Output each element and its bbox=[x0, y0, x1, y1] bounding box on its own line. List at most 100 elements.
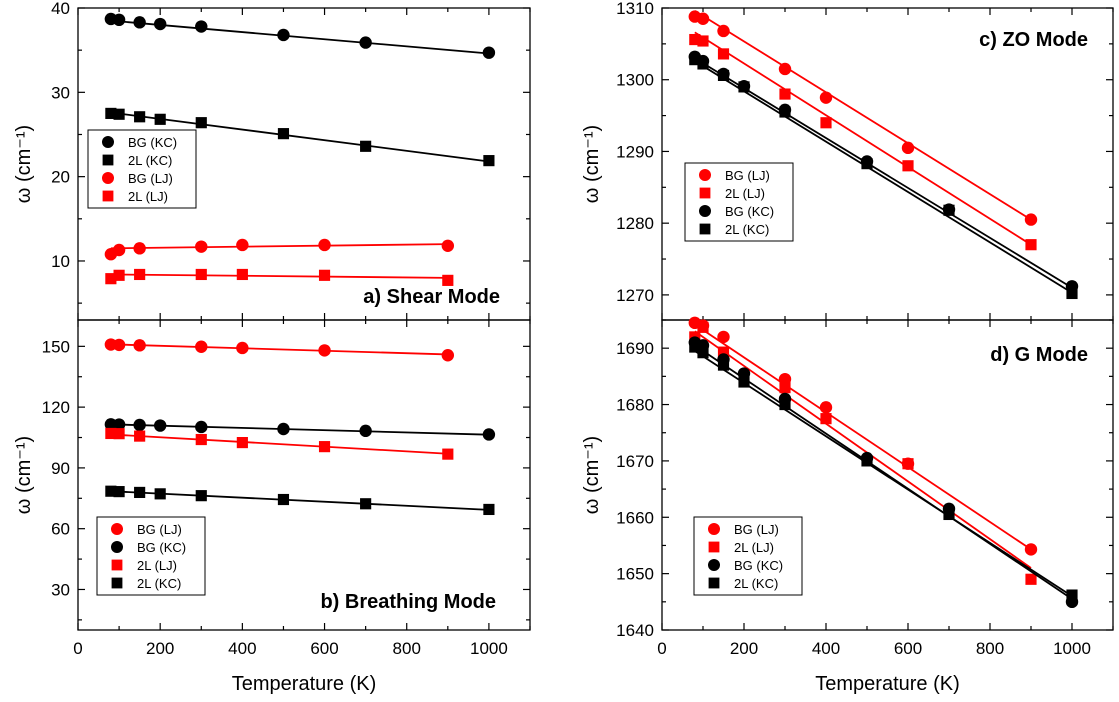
panel-d: 0 200 400 600 800 1000 1640 1650 1660 1670 1680 169… bbox=[581, 316, 1114, 695]
data-point bbox=[442, 448, 454, 460]
x-tick-label: 1000 bbox=[470, 639, 508, 658]
data-point bbox=[697, 321, 709, 333]
y-tick-label: 60 bbox=[51, 520, 70, 539]
data-point bbox=[1025, 239, 1037, 251]
legend-entry: BG (KC) bbox=[734, 558, 783, 573]
plot-frame bbox=[77, 319, 531, 631]
data-point bbox=[902, 458, 914, 470]
data-point bbox=[483, 503, 495, 516]
panel-title: a) Shear Mode bbox=[363, 286, 500, 308]
legend-marker bbox=[699, 169, 711, 181]
legend-marker bbox=[111, 541, 123, 553]
data-point bbox=[195, 490, 207, 502]
series-2l-kc- bbox=[689, 54, 1078, 300]
y-tick-label: 1290 bbox=[616, 142, 654, 161]
y-tick-label: 90 bbox=[51, 459, 70, 478]
legend-marker bbox=[708, 559, 720, 571]
data-point bbox=[318, 441, 331, 453]
series-2l-kc- bbox=[105, 485, 495, 516]
series-2l-lj- bbox=[105, 427, 454, 460]
data-point bbox=[696, 12, 710, 25]
panel-title: b) Breathing Mode bbox=[320, 591, 496, 613]
legend-entry: 2L (KC) bbox=[128, 153, 172, 168]
fit-line bbox=[110, 423, 489, 436]
series-2l-lj- bbox=[689, 31, 1037, 251]
data-point bbox=[778, 62, 792, 76]
series-2l-kc- bbox=[105, 107, 495, 167]
fit-line bbox=[110, 111, 490, 163]
data-point bbox=[779, 106, 791, 118]
data-point bbox=[112, 418, 126, 431]
data-point bbox=[902, 160, 914, 172]
data-point bbox=[359, 424, 372, 438]
y-tick-label: 1270 bbox=[616, 286, 654, 305]
data-point bbox=[482, 428, 496, 441]
data-point bbox=[153, 419, 167, 432]
data-point bbox=[717, 24, 730, 38]
fit-line bbox=[694, 344, 1073, 600]
data-point bbox=[134, 486, 146, 499]
fit-line bbox=[694, 10, 1032, 221]
data-point bbox=[717, 48, 730, 60]
y-tick-label: 1680 bbox=[616, 396, 654, 415]
fit-line bbox=[694, 350, 1073, 597]
series-bg-kc- bbox=[104, 12, 496, 59]
legend-entry: 2L (LJ) bbox=[734, 540, 774, 555]
x-tick-label: 200 bbox=[730, 639, 758, 658]
data-point bbox=[277, 28, 290, 42]
x-tick-label: 600 bbox=[310, 639, 338, 658]
data-point bbox=[820, 117, 832, 129]
y-axis-label: ω (cm⁻¹) bbox=[581, 436, 603, 514]
data-point bbox=[277, 128, 290, 140]
data-point bbox=[689, 341, 701, 353]
data-point bbox=[820, 413, 832, 425]
legend-marker bbox=[708, 523, 720, 535]
series-2l-kc- bbox=[689, 341, 1078, 601]
data-point bbox=[943, 508, 955, 521]
y-tick-label: 20 bbox=[51, 168, 70, 187]
x-tick-label: 800 bbox=[393, 639, 421, 658]
fit-line bbox=[694, 60, 1073, 294]
data-point bbox=[133, 339, 146, 352]
data-point bbox=[195, 117, 207, 129]
data-point bbox=[441, 239, 455, 252]
data-point bbox=[133, 242, 146, 255]
y-tick-label: 10 bbox=[51, 252, 70, 271]
data-point bbox=[318, 269, 331, 281]
x-tick-label: 400 bbox=[228, 639, 256, 658]
fit-line bbox=[110, 343, 448, 356]
legend: BG (LJ) BG (KC) 2L (LJ) 2L (KC) bbox=[96, 516, 206, 596]
fit-line bbox=[110, 273, 448, 279]
series-2l-lj- bbox=[105, 268, 454, 286]
data-point bbox=[112, 243, 126, 257]
data-point bbox=[195, 20, 208, 33]
data-point bbox=[112, 338, 126, 352]
data-point bbox=[717, 346, 730, 358]
series-bg-kc- bbox=[104, 418, 496, 441]
data-point bbox=[195, 240, 208, 253]
data-point bbox=[483, 155, 495, 167]
data-point bbox=[819, 401, 833, 414]
data-point bbox=[738, 376, 750, 388]
x-tick-label: 600 bbox=[894, 639, 922, 658]
data-point bbox=[1024, 213, 1038, 226]
y-tick-label: 1310 bbox=[616, 0, 654, 18]
data-point bbox=[154, 113, 166, 125]
fit-line bbox=[110, 433, 448, 455]
data-point bbox=[153, 17, 167, 31]
data-point bbox=[779, 398, 791, 411]
data-point bbox=[1066, 287, 1078, 300]
data-point bbox=[105, 107, 117, 119]
data-point bbox=[1066, 589, 1078, 601]
fit-line bbox=[110, 490, 489, 511]
legend-entry: BG (LJ) bbox=[137, 522, 182, 537]
fit-line bbox=[694, 57, 1073, 289]
legend-entry: 2L (LJ) bbox=[137, 558, 177, 573]
legend-entry: BG (LJ) bbox=[128, 171, 173, 186]
data-point bbox=[195, 268, 207, 281]
data-point bbox=[134, 111, 146, 123]
y-axis-label: ω (cm⁻¹) bbox=[13, 125, 35, 203]
data-point bbox=[442, 274, 454, 286]
data-point bbox=[943, 204, 955, 216]
